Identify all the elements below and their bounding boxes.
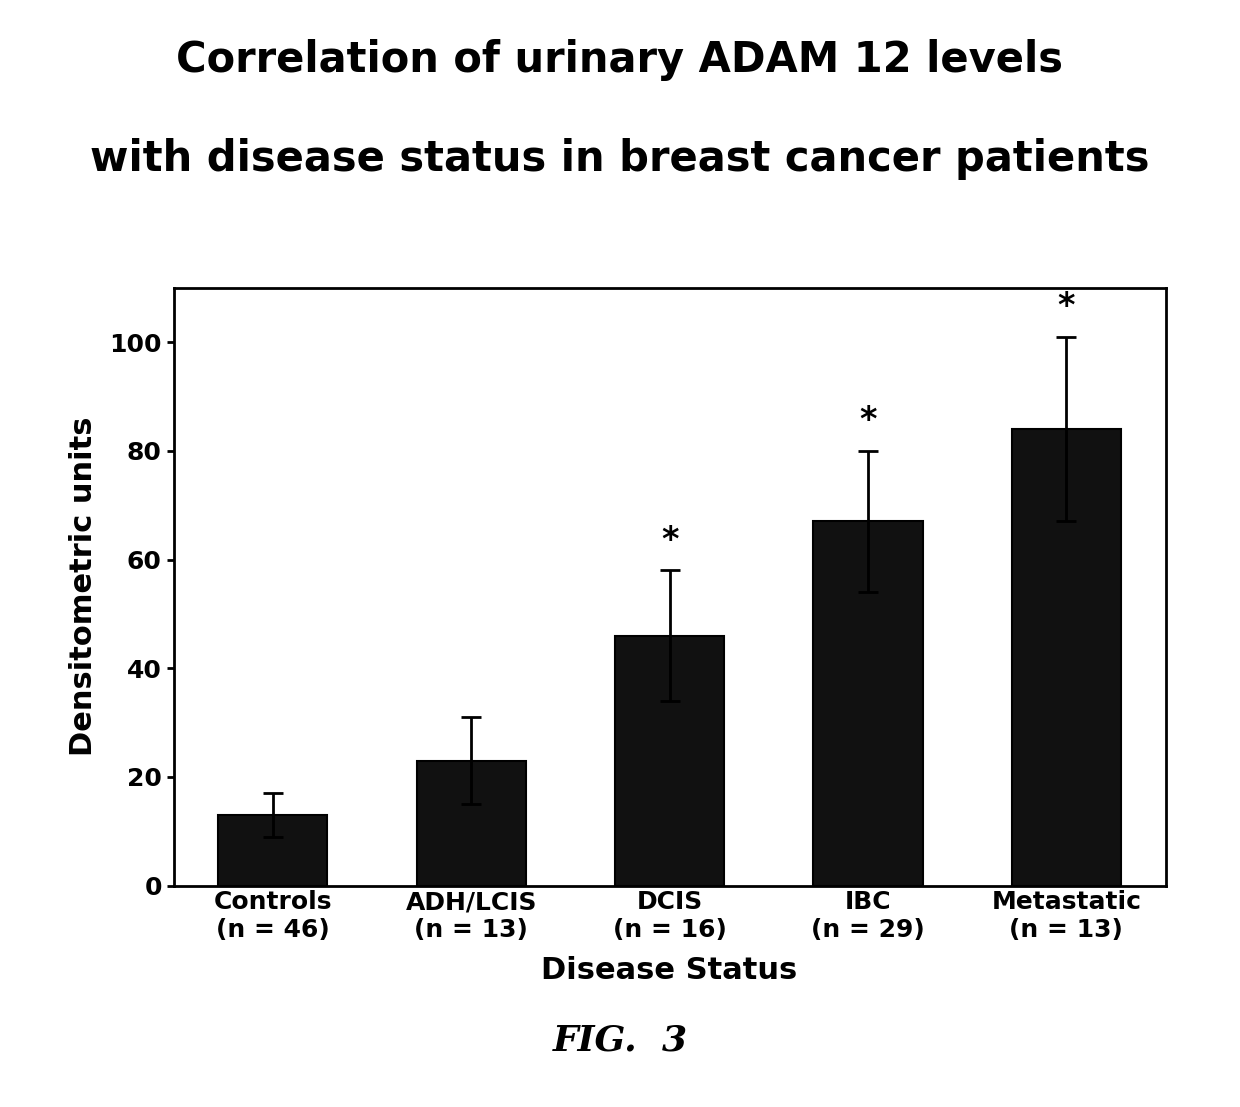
Text: *: * <box>859 404 877 437</box>
Bar <box>218 815 327 886</box>
Bar <box>1012 430 1121 886</box>
Text: with disease status in breast cancer patients: with disease status in breast cancer pat… <box>91 138 1149 180</box>
Bar <box>813 521 923 886</box>
Text: *: * <box>1058 290 1075 323</box>
Text: FIG.  3: FIG. 3 <box>553 1024 687 1057</box>
Bar <box>615 635 724 886</box>
Text: Correlation of urinary ADAM 12 levels: Correlation of urinary ADAM 12 levels <box>176 39 1064 81</box>
Bar <box>417 761 526 886</box>
X-axis label: Disease Status: Disease Status <box>542 956 797 985</box>
Y-axis label: Densitometric units: Densitometric units <box>69 417 98 756</box>
Text: *: * <box>661 524 678 557</box>
